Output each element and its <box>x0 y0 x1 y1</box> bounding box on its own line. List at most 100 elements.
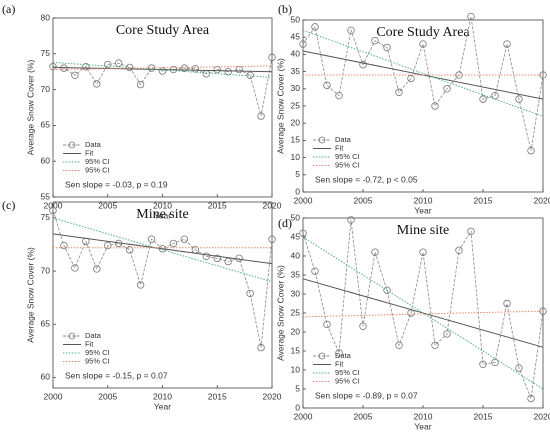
legend-label: 95% CI <box>335 368 360 377</box>
data-point <box>191 65 200 73</box>
y-tick-label: 60 <box>41 155 51 165</box>
y-tick-label: 50 <box>291 14 301 24</box>
x-tick-label: 2020 <box>263 391 282 401</box>
y-axis-label: Average Snow Cover (%) <box>275 265 285 361</box>
legend-label: 95% CI <box>335 160 360 169</box>
y-axis-label: Average Snow Cover (%) <box>25 59 35 155</box>
data-point <box>431 102 439 110</box>
data-point <box>371 248 379 256</box>
legend-label: Data <box>335 135 352 144</box>
data-point <box>407 74 415 83</box>
data-point <box>479 360 487 368</box>
data-point <box>202 252 210 260</box>
data-point <box>539 71 547 79</box>
x-tick-label: 2020 <box>534 195 550 205</box>
series-line <box>52 57 273 117</box>
y-tick-label: 10 <box>291 152 301 162</box>
legend-marker <box>68 141 76 149</box>
y-tick-label: 5 <box>295 383 300 393</box>
data-point <box>268 235 276 243</box>
data-point <box>443 85 451 93</box>
x-tick-label: 2010 <box>153 200 172 210</box>
data-point <box>467 227 475 235</box>
data-point <box>257 343 265 352</box>
data-point <box>93 80 101 88</box>
y-tick-label: 15 <box>291 345 301 355</box>
data-point <box>71 71 79 79</box>
data-point <box>395 341 403 349</box>
data-point <box>395 88 403 96</box>
legend-label: 95% CI <box>85 157 110 166</box>
x-tick-label: 2015 <box>474 195 493 205</box>
data-point <box>246 289 254 298</box>
data-point <box>335 91 343 100</box>
panel-label: (a) <box>2 2 15 16</box>
y-tick-label: 50 <box>291 212 301 222</box>
chart-title: Core Study Area <box>116 23 210 38</box>
y-tick-label: 20 <box>291 326 301 336</box>
series-line <box>52 61 273 78</box>
x-tick-label: 2005 <box>354 195 373 205</box>
x-tick-label: 2015 <box>208 391 227 401</box>
y-tick-label: 5 <box>295 169 300 179</box>
data-point <box>213 65 221 74</box>
data-point <box>311 23 319 31</box>
data-point <box>431 341 439 349</box>
data-point <box>515 95 523 103</box>
series-line <box>52 233 273 265</box>
data-point <box>503 299 511 308</box>
y-tick-label: 20 <box>291 117 301 127</box>
annotation: Sen slope = -0.15, p = 0.07 <box>65 370 168 380</box>
y-tick-label: 30 <box>291 83 301 93</box>
data-point <box>71 264 79 272</box>
data-point <box>257 112 265 120</box>
legend-marker <box>318 136 326 144</box>
data-point <box>539 307 547 315</box>
legend-label: 95% CI <box>335 376 360 385</box>
x-axis-label: Year <box>414 205 431 215</box>
legend-label: 95% CI <box>85 165 110 174</box>
data-point <box>515 364 523 372</box>
y-tick-label: 75 <box>41 212 51 222</box>
data-point <box>136 281 145 289</box>
chart-title: Mine site <box>136 207 189 222</box>
data-point <box>169 239 178 248</box>
legend-marker <box>68 332 76 340</box>
y-tick-label: 0 <box>295 186 300 196</box>
y-tick-label: 15 <box>291 135 301 145</box>
x-axis-label: Year <box>154 210 171 220</box>
y-tick-label: 65 <box>41 120 51 130</box>
data-point <box>180 64 189 72</box>
x-tick-label: 2015 <box>208 200 227 210</box>
data-point <box>158 67 167 75</box>
y-tick-label: 75 <box>41 48 51 58</box>
y-tick-label: 0 <box>295 402 300 412</box>
y-tick-label: 70 <box>41 265 51 275</box>
data-point <box>479 95 487 103</box>
series-line <box>302 16 544 151</box>
x-axis-label: Year <box>414 421 431 431</box>
panel-label: (b) <box>278 2 292 16</box>
x-tick-label: 2000 <box>294 411 313 421</box>
data-point <box>359 322 367 330</box>
data-point <box>311 267 319 275</box>
data-point <box>147 64 156 72</box>
y-tick-label: 35 <box>291 269 301 279</box>
y-tick-label: 70 <box>41 84 51 94</box>
data-point <box>455 246 463 254</box>
data-point <box>114 59 123 67</box>
y-tick-label: 55 <box>41 191 51 201</box>
data-point <box>467 12 475 21</box>
legend-label: Data <box>85 331 102 340</box>
y-tick-label: 40 <box>291 250 301 260</box>
series-line <box>302 29 544 117</box>
y-tick-label: 65 <box>41 318 51 328</box>
data-point <box>224 257 232 266</box>
x-tick-label: 2000 <box>44 391 63 401</box>
data-point <box>136 80 145 89</box>
data-point <box>347 216 355 224</box>
legend-label: Fit <box>335 143 344 152</box>
data-point <box>419 248 427 256</box>
y-tick-label: 10 <box>291 364 301 374</box>
data-point <box>419 40 427 48</box>
